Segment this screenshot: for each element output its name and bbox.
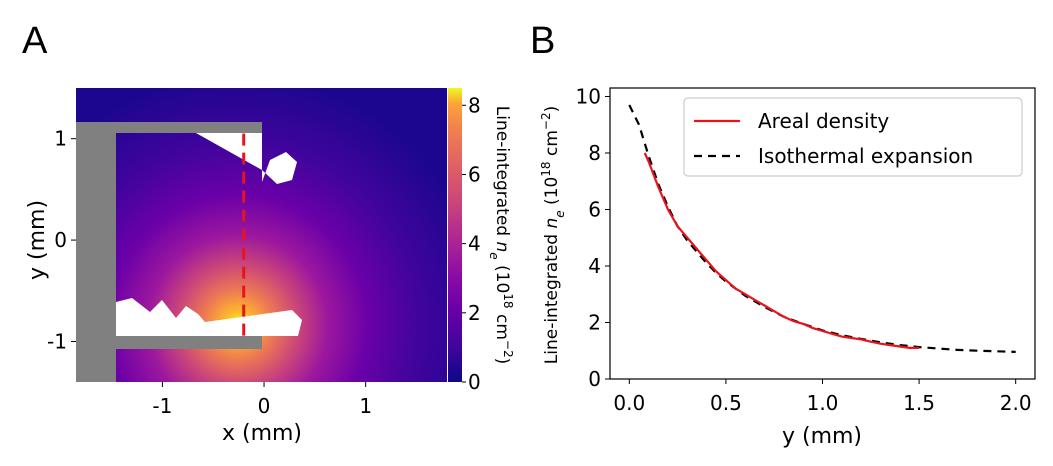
legend: Areal density Isothermal expansion <box>683 97 1023 177</box>
colorbar-tick-label: 4 <box>468 232 481 256</box>
legend-box <box>683 97 1023 177</box>
y-axis-ticks-b: 0 2 4 6 8 10 <box>576 84 610 391</box>
colorbar-tick-label: 2 <box>468 301 481 325</box>
y-label-sub: e <box>553 210 567 217</box>
y-label-exp: 18 <box>539 161 553 176</box>
y-label-var: n <box>542 218 562 229</box>
series-line-areal-density <box>643 152 920 349</box>
y-axis-ticks: 1 0 -1 <box>47 127 76 353</box>
y-axis-label: y (mm) <box>25 200 50 280</box>
y-tick-label: 8 <box>588 141 601 165</box>
colorbar-tick-label: 8 <box>468 93 481 117</box>
colorbar-label-sub: e <box>487 252 501 259</box>
panel-label-a: A <box>22 20 48 62</box>
y-tick-label: 1 <box>54 127 67 151</box>
colorbar-label-close: ) <box>492 358 512 365</box>
y-tick-label: 6 <box>588 197 601 221</box>
y-label-open: (10 <box>542 177 562 211</box>
colorbar-label-open: (10 <box>492 260 512 294</box>
legend-label-isothermal-expansion: Isothermal expansion <box>758 144 973 168</box>
colorbar-tick-label: 0 <box>468 370 481 394</box>
x-tick-label: 1.5 <box>903 391 935 415</box>
x-tick-label: 0 <box>258 394 271 418</box>
colorbar-label-exp2: −2 <box>501 340 515 358</box>
y-axis-label-b: Line-integrated ne (1018 cm−2) <box>539 106 567 364</box>
colorbar-label-prefix: Line-integrated <box>492 106 512 242</box>
heatmap-plot: -1 0 1 1 0 -1 x (mm) y (mm) 0 2 4 6 8 Line-integ… <box>25 88 515 446</box>
series-line-isothermal-expansion <box>628 104 1016 353</box>
x-tick-label: -1 <box>152 394 172 418</box>
colorbar-label-exp: 18 <box>501 293 515 308</box>
x-axis-ticks-b: 0.0 0.5 1.0 1.5 2.0 <box>613 379 1032 415</box>
x-tick-label: 0.5 <box>710 391 742 415</box>
colorbar <box>448 88 462 382</box>
colorbar-tick-label: 6 <box>468 162 481 186</box>
heatmap-image <box>76 88 447 382</box>
panel-label-b: B <box>530 20 555 62</box>
heatmap-masked-region-bottom <box>116 298 302 336</box>
x-axis-label-b: y (mm) <box>782 424 862 449</box>
y-tick-label: 0 <box>54 228 67 252</box>
x-axis-label: x (mm) <box>222 421 302 446</box>
line-plot: 0.0 0.5 1.0 1.5 2.0 0 2 4 6 8 10 y (mm) Line-inte… <box>539 84 1036 449</box>
y-label-prefix: Line-integrated <box>542 229 562 365</box>
colorbar-label-mid: cm <box>492 309 512 340</box>
y-label-exp2: −2 <box>539 112 553 130</box>
x-tick-label: 1 <box>359 394 372 418</box>
y-label-close: ) <box>542 106 562 113</box>
y-tick-label: 4 <box>588 254 601 278</box>
x-tick-label: 2.0 <box>1000 391 1032 415</box>
target-holder <box>76 122 262 382</box>
colorbar-ticks: 0 2 4 6 8 <box>462 93 481 394</box>
y-tick-label: 0 <box>588 367 601 391</box>
y-tick-label: -1 <box>47 329 67 353</box>
colorbar-label: Line-integrated ne (1018 cm−2) <box>487 106 515 364</box>
y-tick-label: 2 <box>588 310 601 334</box>
x-tick-label: 0.0 <box>613 391 645 415</box>
legend-label-areal-density: Areal density <box>758 109 889 133</box>
x-axis-ticks: -1 0 1 <box>152 382 372 418</box>
heatmap-masked-region-top-right <box>196 133 262 160</box>
y-tick-label: 10 <box>576 84 601 108</box>
x-tick-label: 1.0 <box>807 391 839 415</box>
y-label-mid: cm <box>542 130 562 161</box>
colorbar-label-var: n <box>492 241 512 252</box>
